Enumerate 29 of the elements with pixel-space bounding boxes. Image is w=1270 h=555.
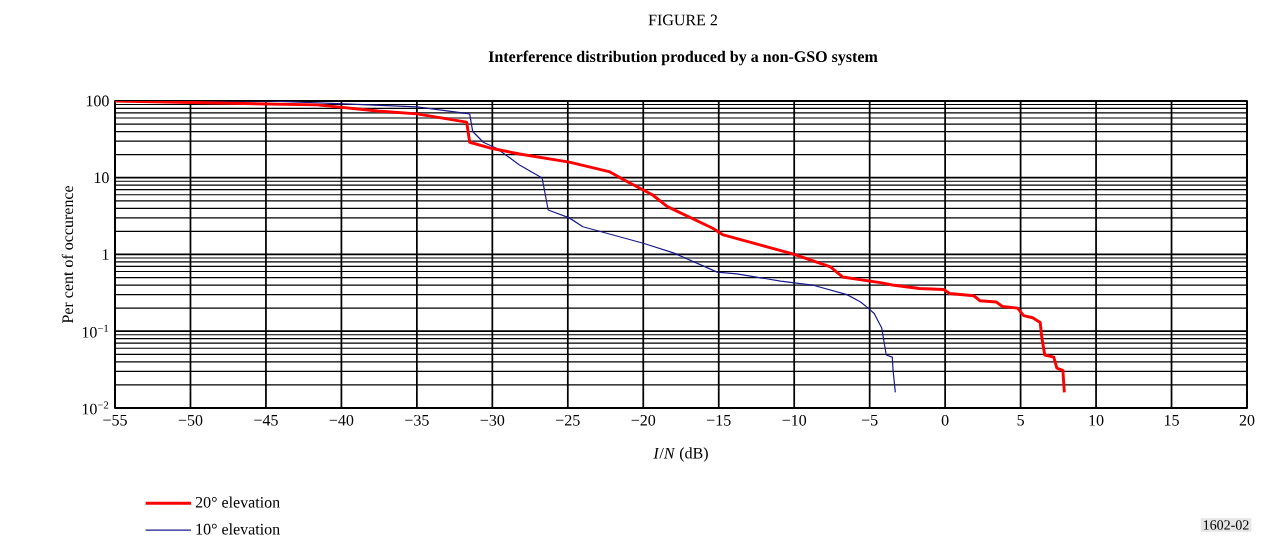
- x-tick-label: 15: [1164, 414, 1179, 426]
- y-tick-label: 10$^{−1}$: [82, 324, 109, 338]
- x-tick-label: −20: [631, 414, 656, 426]
- x-tick-label: 20: [1239, 414, 1255, 426]
- y-tick-label: 10: [94, 172, 109, 184]
- y-tick-label: 1: [102, 249, 109, 260]
- x-tick-label: −15: [707, 414, 731, 426]
- caption: FIGURE 2: [648, 14, 717, 26]
- x-tick-label: −25: [556, 414, 580, 426]
- x-tick-label: −55: [103, 414, 127, 426]
- x-tick-label: −45: [254, 414, 278, 426]
- y-axis-title: Per cent of occurence: [61, 185, 74, 324]
- x-tick-label: −30: [480, 414, 505, 426]
- x-tick-label: 0: [941, 414, 949, 426]
- x-axis-title: I/N (dB): [653, 447, 708, 462]
- x-tick-label: 5: [1017, 414, 1024, 426]
- x-tick-label: 10: [1089, 414, 1104, 426]
- x-tick-label: −10: [782, 414, 807, 426]
- line-series: [115, 100, 1066, 394]
- y-tick-label: 10$^{−2}$: [82, 401, 109, 415]
- x-tick-label: −5: [861, 414, 878, 426]
- x-tick-label: −50: [178, 414, 203, 426]
- chart-title: Interference distribution produced by a non-GSO system: [488, 50, 878, 66]
- legend-label: 20° elevation: [195, 496, 280, 508]
- text: 1602-02: [1203, 520, 1249, 530]
- y-tick-label: 100: [86, 95, 109, 107]
- legend-label: 10° elevation: [196, 523, 280, 535]
- x-tick-label: −40: [329, 414, 354, 426]
- x-tick-label: −35: [405, 414, 429, 426]
